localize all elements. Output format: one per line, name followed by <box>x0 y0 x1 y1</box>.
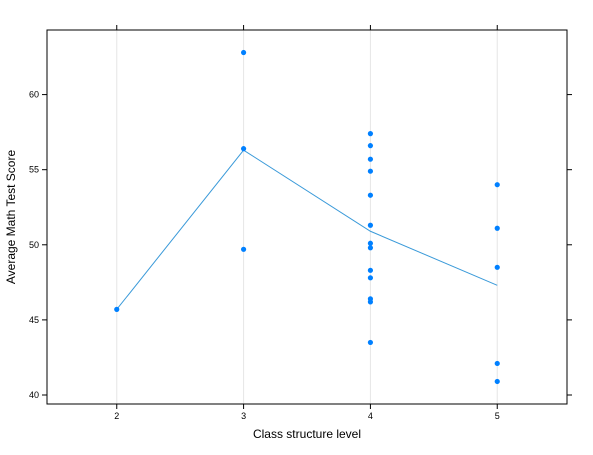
data-point-20 <box>494 360 500 367</box>
data-point-3 <box>240 246 247 252</box>
data-point-5 <box>367 143 374 149</box>
data-point-19 <box>494 264 500 270</box>
data-point-11 <box>367 245 374 251</box>
data-point-9 <box>367 222 374 228</box>
data-point-2 <box>240 146 247 152</box>
grid-lines <box>116 30 498 404</box>
x-tick-label-5: 5 <box>495 411 500 421</box>
data-point-7 <box>367 168 374 174</box>
y-tick-label-40: 40 <box>29 390 39 400</box>
data-point-1 <box>240 49 247 56</box>
data-point-4 <box>367 131 374 137</box>
data-point-13 <box>367 275 374 281</box>
data-point-12 <box>367 267 374 273</box>
trend-line <box>116 149 498 310</box>
data-points <box>114 49 500 385</box>
plot-frame <box>46 29 568 405</box>
data-point-21 <box>494 378 500 385</box>
data-point-0 <box>114 306 120 312</box>
x-tick-label-3: 3 <box>241 411 246 421</box>
data-point-18 <box>494 225 500 231</box>
data-point-16 <box>367 339 374 346</box>
y-tick-label-50: 50 <box>29 240 39 250</box>
data-point-17 <box>494 182 500 188</box>
y-tick-label-55: 55 <box>29 165 39 175</box>
data-point-8 <box>367 192 374 198</box>
data-point-10 <box>367 240 374 246</box>
trend-line-path <box>116 149 498 310</box>
x-tick-label-4: 4 <box>368 411 373 421</box>
data-point-15 <box>367 299 374 305</box>
y-tick-label-60: 60 <box>29 90 39 100</box>
x-tick-label-2: 2 <box>114 411 119 421</box>
x-axis-title: Class structure level <box>253 427 361 441</box>
data-point-6 <box>367 156 374 162</box>
y-axis-title: Average Math Test Score <box>4 150 18 285</box>
y-tick-label-45: 45 <box>29 315 39 325</box>
